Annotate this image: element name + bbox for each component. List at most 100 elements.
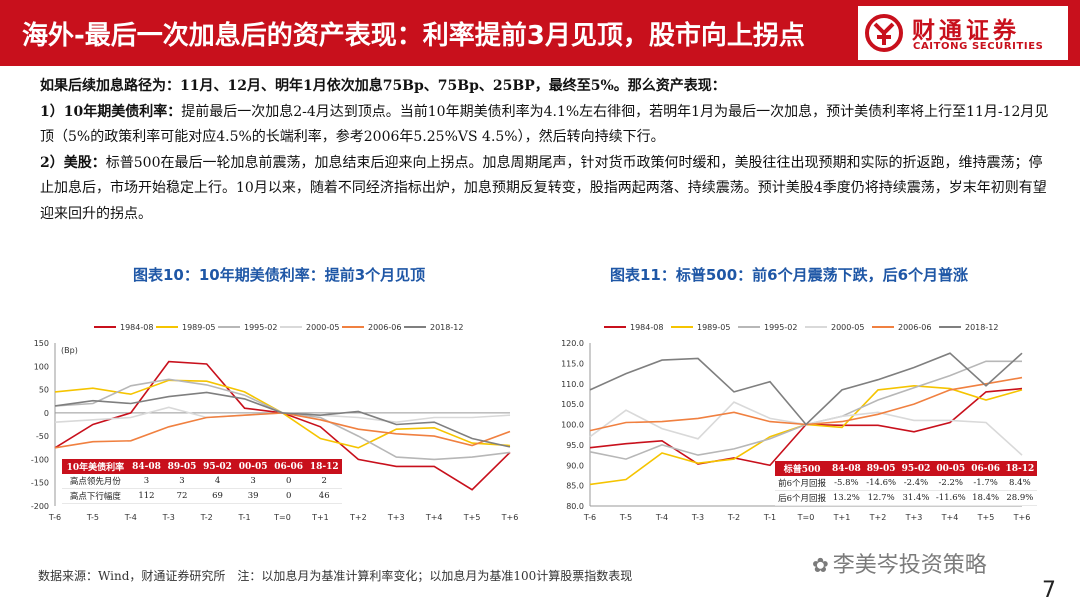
series-line-1995-02	[589, 360, 1022, 460]
series-line-2018-12	[589, 352, 1023, 426]
table-cell: 28.9%	[1002, 490, 1037, 506]
x-tick-label: T+1	[833, 513, 851, 522]
watermark-text: 李美岑投资策略	[832, 553, 987, 578]
caitong-logo-icon	[865, 14, 903, 52]
y-tick-label: 0	[44, 409, 49, 418]
x-tick-label: T+5	[977, 513, 995, 522]
table-cell: -2.4%	[898, 476, 934, 491]
table-row: 前6个月回报 -5.8% -14.6% -2.4% -2.2% -1.7% 8.4%	[775, 476, 1037, 491]
table-cell: 0	[270, 474, 307, 489]
table-cell: -1.7%	[968, 476, 1003, 491]
x-tick-label: T=0	[797, 513, 815, 522]
x-tick-label: T-5	[86, 513, 99, 522]
x-tick-label: T-2	[200, 513, 213, 522]
legend-label-2018-12: 2018-12	[430, 323, 463, 332]
x-tick-label: T+3	[387, 513, 405, 522]
series-line-1984-08	[589, 387, 1023, 467]
legend-label-1989-05: 1989-05	[697, 323, 730, 332]
treasury-peak-table: 10年美债利率 84-08 89-05 95-02 00-05 06-06 18-12 高点领…	[62, 459, 342, 504]
table-header-cell: 95-02	[199, 459, 236, 474]
table-header-cell: 89-05	[164, 459, 200, 474]
x-tick-label: T-1	[238, 513, 251, 522]
x-tick-label: T+4	[941, 513, 959, 522]
y-tick-label: 50	[39, 386, 49, 395]
table-header-row: 标普500 84-08 89-05 95-02 00-05 06-06 18-12	[775, 461, 1037, 476]
treasury-yield-chart: 1984-08 1989-05 1995-02 2000-05 2006-06 2018-…	[31, 323, 519, 522]
table-cell: -2.2%	[933, 476, 969, 491]
body-text: 如果后续加息路径为：11月、12月、明年1月依次加息75Bp、75Bp、25BP…	[40, 74, 1050, 227]
x-tick-label: T-5	[619, 513, 632, 522]
sp500-return-table: 标普500 84-08 89-05 95-02 00-05 06-06 18-12 前6个月回…	[775, 461, 1037, 506]
table-cell: 13.2%	[829, 490, 864, 506]
x-tick-label: T+5	[463, 513, 481, 522]
legend-label-1989-05: 1989-05	[182, 323, 215, 332]
table-header-cell: 06-06	[270, 459, 307, 474]
point-2-lead: 2）美股：	[40, 154, 106, 171]
table-cell: 46	[306, 488, 342, 504]
legend-label-1984-08: 1984-08	[120, 323, 153, 332]
x-tick-label: T+6	[501, 513, 519, 522]
legend-label-1995-02: 1995-02	[244, 323, 277, 332]
x-tick-label: T-4	[655, 513, 668, 522]
table-cell: 2	[306, 474, 342, 489]
logo-english-name: CAITONG SECURITIES	[913, 41, 1044, 52]
y-tick-label: -50	[36, 432, 49, 441]
table-cell: 8.4%	[1002, 476, 1037, 491]
x-tick-label: T-6	[48, 513, 61, 522]
legend-label-2006-06: 2006-06	[898, 323, 931, 332]
data-source-note: 数据来源：Wind，财通证券研究所 注：以加息月为基准计算利率变化；以加息月为基…	[38, 569, 633, 583]
table-cell: 31.4%	[898, 490, 934, 506]
page-title: 海外-最后一次加息后的资产表现：利率提前3月见顶，股市向上拐点	[22, 21, 805, 51]
y-tick-label: 100.0	[561, 421, 584, 430]
x-tick-label: T=0	[273, 513, 291, 522]
table-row-label: 后6个月回报	[775, 490, 830, 506]
table-header-cell: 84-08	[829, 461, 864, 476]
table-cell: -11.6%	[933, 490, 969, 506]
x-tick-label: T-6	[583, 513, 596, 522]
wechat-watermark: ✿ 李美岑投资策略	[812, 547, 987, 579]
x-tick-label: T-3	[162, 513, 175, 522]
y-tick-label: -150	[31, 479, 49, 488]
y-tick-label: -200	[31, 502, 49, 511]
table-cell: 69	[199, 488, 236, 504]
table-row-label: 高点领先月份	[62, 474, 129, 489]
x-tick-label: T-2	[727, 513, 740, 522]
table-cell: 4	[199, 474, 236, 489]
x-tick-label: T+3	[905, 513, 923, 522]
table-cell: 3	[128, 474, 165, 489]
x-tick-label: T+1	[311, 513, 329, 522]
logo-chinese-name: 财通证券	[912, 18, 1020, 44]
table-header-cell: 00-05	[235, 459, 271, 474]
table-header-cell: 18-12	[306, 459, 342, 474]
table-row: 高点下行幅度 112 72 69 39 0 46	[62, 488, 342, 504]
table-header-cell: 89-05	[863, 461, 899, 476]
legend-label-1995-02: 1995-02	[764, 323, 797, 332]
chart-legend: 1984-08 1989-05 1995-02 2000-05 2006-06 2018-…	[94, 323, 463, 332]
table-header-cell: 84-08	[128, 459, 165, 474]
y-tick-label: 85.0	[566, 482, 584, 491]
legend-label-1984-08: 1984-08	[630, 323, 663, 332]
y-tick-label: 80.0	[566, 502, 584, 511]
y-tick-label: 110.0	[561, 380, 584, 389]
series-line-1995-02	[54, 378, 511, 461]
y-tick-label: 120.0	[561, 339, 584, 348]
table-header-cell: 95-02	[898, 461, 934, 476]
unit-label: (Bp)	[61, 346, 78, 355]
header-bar: 海外-最后一次加息后的资产表现：利率提前3月见顶，股市向上拐点 财通证券 CAI…	[0, 0, 1080, 66]
point-1-lead: 1）10年期美债利率：	[40, 103, 182, 120]
x-tick-label: T-1	[763, 513, 776, 522]
chart-legend: 1984-08 1989-05 1995-02 2000-05 2006-06 2018-…	[604, 323, 998, 332]
series-line-2006-06	[589, 376, 1023, 432]
page-number: 7	[1042, 578, 1056, 603]
sp500-chart: 1984-08 1989-05 1995-02 2000-05 2006-06 2018-…	[561, 323, 1030, 522]
point-2-body: 标普500在最后一轮加息前震荡，加息结束后迎来向上拐点。加息周期尾声，针对货币政…	[40, 154, 1047, 222]
y-tick-label: 100	[34, 362, 49, 371]
table-header-row: 10年美债利率 84-08 89-05 95-02 00-05 06-06 18-12	[62, 459, 342, 474]
figure-10-title: 图表10：10年期美债利率：提前3个月见顶	[133, 266, 426, 284]
table-row-label: 前6个月回报	[775, 476, 830, 491]
table-row: 后6个月回报 13.2% 12.7% 31.4% -11.6% 18.4% 28.9%	[775, 490, 1037, 506]
company-logo: 财通证券 CAITONG SECURITIES	[858, 6, 1068, 60]
table-cell: 72	[164, 488, 200, 504]
y-tick-label: 90.0	[566, 461, 584, 470]
x-tick-label: T+2	[349, 513, 367, 522]
